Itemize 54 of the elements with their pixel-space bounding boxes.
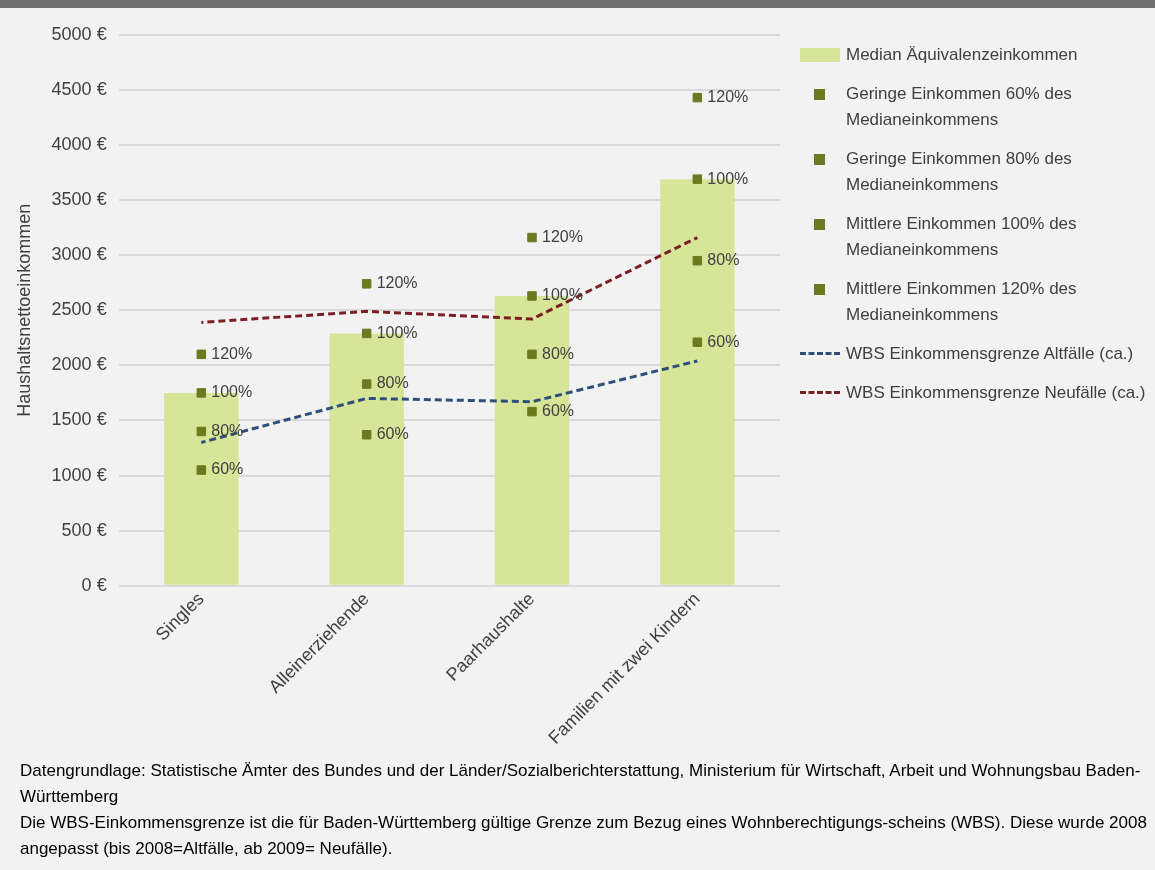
- annotation: 120%: [542, 227, 583, 245]
- legend-label: WBS Einkommensgrenze Altfälle (ca.): [846, 343, 1134, 365]
- annotation: 60%: [707, 332, 740, 350]
- point: [196, 465, 207, 475]
- y-tick-label: 4000 €: [51, 133, 107, 154]
- point: [692, 255, 703, 266]
- y-tick-label: 0 €: [81, 574, 107, 595]
- annotation: 100%: [542, 286, 583, 304]
- y-axis-title: Haushaltsnettoeinkommen: [13, 203, 34, 417]
- point: [361, 430, 372, 440]
- legend-label: Median Äquivalenzeinkommen: [846, 44, 1078, 66]
- y-tick-label: 500 €: [61, 519, 107, 540]
- point: [692, 174, 703, 184]
- point: [196, 426, 207, 437]
- annotation: 80%: [542, 344, 575, 362]
- legend-label: WBS Einkommensgrenze Neufälle (ca.): [846, 382, 1146, 404]
- annotation: 100%: [211, 383, 253, 401]
- annotation: 120%: [707, 88, 749, 106]
- annotation: 120%: [211, 344, 253, 362]
- point: [692, 337, 703, 347]
- point: [527, 232, 537, 243]
- annotation: 100%: [707, 169, 749, 187]
- annotation: 60%: [542, 402, 575, 420]
- line-series: [199, 359, 699, 444]
- point: [361, 379, 372, 389]
- point: [527, 349, 537, 360]
- point: [527, 291, 537, 301]
- point: [361, 279, 372, 289]
- point: [692, 92, 703, 103]
- y-tick-label: 5000 €: [51, 23, 107, 44]
- y-tick-label: 2000 €: [51, 354, 107, 375]
- legend-label: Mittlere Einkommen 100% des Medianeinkommens: [846, 213, 1078, 261]
- annotation: 100%: [376, 323, 418, 341]
- text: Die WBS-Einkommensgrenze ist die für Baden-Württemberg gültige Grenze zum Bezug eines Wohnberechtigungs-scheins (WBS). Diese wurde 2008 angepasst (bis 2008=Altfälle, ab 2009= Neufälle).: [20, 812, 1148, 860]
- point: [527, 406, 537, 417]
- annotation: 80%: [707, 251, 740, 269]
- y-tick-label: 1500 €: [51, 409, 107, 430]
- annotation: 60%: [376, 425, 409, 443]
- legend-label: Geringe Einkommen 80% des Medianeinkommens: [846, 148, 1073, 196]
- y-tick-label: 4500 €: [51, 78, 107, 99]
- legend-label: Mittlere Einkommen 120% des Medianeinkommens: [846, 278, 1078, 326]
- y-tick-label: 1000 €: [51, 464, 107, 485]
- annotation: 80%: [211, 421, 244, 439]
- point: [196, 349, 207, 360]
- y-tick-label: 2500 €: [51, 299, 107, 320]
- point: [361, 328, 372, 339]
- annotation: 60%: [211, 460, 244, 478]
- y-tick-label: 3500 €: [51, 189, 107, 210]
- annotation: 80%: [376, 374, 409, 392]
- text: Datengrundlage: Statistische Ämter des Bundes und der Länder/Sozialberichterstattung, Ministerium für Wirtschaft, Arbeit und Wohnungsbau Baden-Württemberg: [20, 760, 1142, 808]
- y-tick-label: 3000 €: [51, 244, 107, 265]
- legend-label: Geringe Einkommen 60% des Medianeinkommens: [846, 83, 1073, 131]
- point: [196, 388, 207, 398]
- annotation: 120%: [376, 274, 418, 292]
